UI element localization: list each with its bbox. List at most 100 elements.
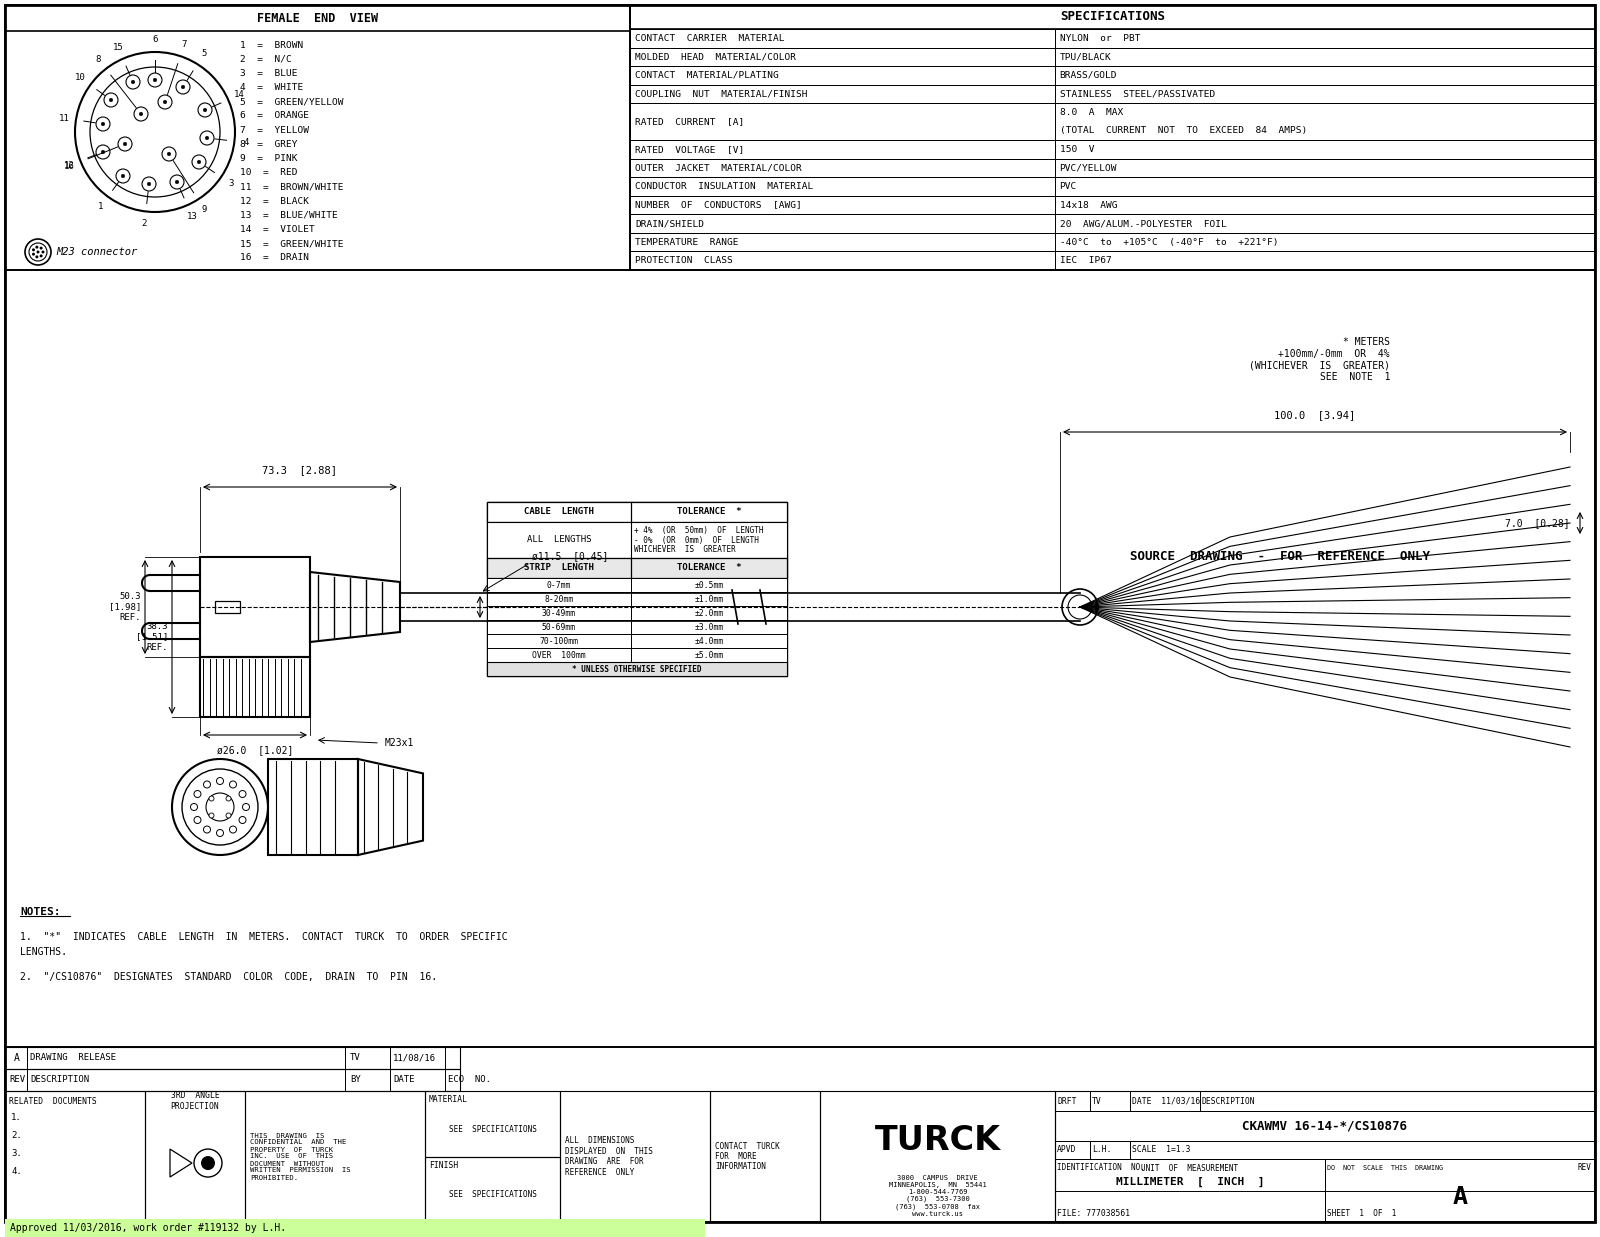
Circle shape xyxy=(37,251,40,254)
Text: A: A xyxy=(1453,1185,1467,1209)
Bar xyxy=(630,195,1595,214)
Text: + 4%  (OR  50mm)  OF  LENGTH: + 4% (OR 50mm) OF LENGTH xyxy=(634,527,763,536)
Circle shape xyxy=(32,252,35,256)
Text: MATERIAL: MATERIAL xyxy=(429,1096,467,1105)
Text: 15: 15 xyxy=(112,43,123,52)
Text: FEMALE  END  VIEW: FEMALE END VIEW xyxy=(258,11,378,25)
Circle shape xyxy=(142,177,157,190)
Text: 1: 1 xyxy=(98,202,104,210)
Bar xyxy=(269,760,358,855)
Circle shape xyxy=(203,826,211,833)
Text: CONTACT  TURCK
FOR  MORE
INFORMATION: CONTACT TURCK FOR MORE INFORMATION xyxy=(715,1142,779,1171)
Bar xyxy=(486,648,787,662)
Text: 14x18  AWG: 14x18 AWG xyxy=(1059,200,1117,209)
Text: OVER  100mm: OVER 100mm xyxy=(533,651,586,659)
Circle shape xyxy=(40,246,43,250)
Circle shape xyxy=(194,816,202,824)
Circle shape xyxy=(173,760,269,855)
Text: NYLON  or  PBT: NYLON or PBT xyxy=(1059,33,1141,43)
Text: -40°C  to  +105°C  (-40°F  to  +221°F): -40°C to +105°C (-40°F to +221°F) xyxy=(1059,238,1278,246)
Text: 12  =  BLACK: 12 = BLACK xyxy=(240,197,309,205)
Text: ±2.0mm: ±2.0mm xyxy=(694,609,723,617)
Text: ECO  NO.: ECO NO. xyxy=(448,1075,491,1085)
Circle shape xyxy=(192,155,206,169)
Text: 8: 8 xyxy=(96,54,101,64)
Circle shape xyxy=(194,790,202,798)
Text: 73.3  [2.88]: 73.3 [2.88] xyxy=(262,465,338,475)
Bar xyxy=(630,84,1595,103)
Circle shape xyxy=(147,182,150,186)
Text: 9  =  PINK: 9 = PINK xyxy=(240,155,298,163)
Text: 9: 9 xyxy=(202,205,206,214)
Text: M23x1: M23x1 xyxy=(386,738,414,748)
Circle shape xyxy=(162,147,176,161)
Text: 70-100mm: 70-100mm xyxy=(539,637,579,646)
Circle shape xyxy=(104,93,118,106)
Bar xyxy=(486,593,787,606)
Text: RATED  CURRENT  [A]: RATED CURRENT [A] xyxy=(635,118,744,126)
Text: FINISH: FINISH xyxy=(429,1162,458,1170)
Text: FILE: 777038561: FILE: 777038561 xyxy=(1058,1209,1130,1217)
Circle shape xyxy=(216,830,224,836)
Bar xyxy=(630,47,1595,66)
Text: 12: 12 xyxy=(64,161,75,169)
Text: 8.0  A  MAX: 8.0 A MAX xyxy=(1059,108,1123,118)
Circle shape xyxy=(229,781,237,788)
Bar xyxy=(486,606,787,620)
Circle shape xyxy=(200,131,214,145)
Circle shape xyxy=(147,73,162,87)
Text: SCALE  1=1.3: SCALE 1=1.3 xyxy=(1133,1145,1190,1154)
Text: RELATED  DOCUMENTS: RELATED DOCUMENTS xyxy=(10,1096,96,1106)
Text: COUPLING  NUT  MATERIAL/FINISH: COUPLING NUT MATERIAL/FINISH xyxy=(635,89,808,99)
Circle shape xyxy=(118,137,131,151)
Circle shape xyxy=(170,174,184,189)
Bar xyxy=(1054,1091,1595,1222)
Bar xyxy=(630,5,1595,28)
Text: PVC/YELLOW: PVC/YELLOW xyxy=(1059,163,1117,172)
Bar xyxy=(5,1047,1595,1222)
Text: 6: 6 xyxy=(152,36,158,45)
Bar xyxy=(486,662,787,675)
Text: BY: BY xyxy=(350,1075,360,1085)
Circle shape xyxy=(115,169,130,183)
Circle shape xyxy=(238,790,246,798)
Bar xyxy=(5,270,1595,1047)
Text: 3000  CAMPUS  DRIVE
MINNEAPOLIS,  MN  55441
1-800-544-7769
(763)  553-7300
(763): 3000 CAMPUS DRIVE MINNEAPOLIS, MN 55441 … xyxy=(888,1175,986,1217)
Text: SOURCE  DRAWING  -  FOR  REFERENCE  ONLY: SOURCE DRAWING - FOR REFERENCE ONLY xyxy=(1130,550,1430,564)
Text: 14: 14 xyxy=(234,90,245,99)
Text: * METERS
+100mm/-0mm  OR  4%
(WHICHEVER  IS  GREATER)
SEE  NOTE  1: * METERS +100mm/-0mm OR 4% (WHICHEVER IS… xyxy=(1250,338,1390,382)
Bar xyxy=(486,558,787,578)
Circle shape xyxy=(238,816,246,824)
Text: STAINLESS  STEEL/PASSIVATED: STAINLESS STEEL/PASSIVATED xyxy=(1059,89,1214,99)
Text: PROTECTION  CLASS: PROTECTION CLASS xyxy=(635,256,733,265)
Bar xyxy=(200,657,310,717)
Bar xyxy=(5,1047,461,1069)
Text: 16  =  DRAIN: 16 = DRAIN xyxy=(240,254,309,262)
Text: * UNLESS OTHERWISE SPECIFIED: * UNLESS OTHERWISE SPECIFIED xyxy=(573,664,702,673)
Bar xyxy=(426,1091,560,1157)
Text: TURCK: TURCK xyxy=(875,1124,1000,1158)
Circle shape xyxy=(122,174,125,178)
Text: 1.  "*"  INDICATES  CABLE  LENGTH  IN  METERS.  CONTACT  TURCK  TO  ORDER  SPECI: 1. "*" INDICATES CABLE LENGTH IN METERS.… xyxy=(19,931,507,943)
Text: TOLERANCE  *: TOLERANCE * xyxy=(677,564,741,573)
Bar xyxy=(630,158,1595,177)
Text: RATED  VOLTAGE  [V]: RATED VOLTAGE [V] xyxy=(635,145,744,153)
Text: DRFT: DRFT xyxy=(1058,1096,1077,1106)
Circle shape xyxy=(176,181,179,184)
Text: MILLIMETER  [  INCH  ]: MILLIMETER [ INCH ] xyxy=(1115,1176,1264,1186)
Text: ±3.0mm: ±3.0mm xyxy=(694,622,723,632)
Bar xyxy=(426,1157,560,1222)
Text: (TOTAL  CURRENT  NOT  TO  EXCEED  84  AMPS): (TOTAL CURRENT NOT TO EXCEED 84 AMPS) xyxy=(1059,126,1307,136)
Text: 3: 3 xyxy=(229,179,234,188)
Text: CABLE  LENGTH: CABLE LENGTH xyxy=(525,507,594,517)
Circle shape xyxy=(166,152,171,156)
Text: CONDUCTOR  INSULATION  MATERIAL: CONDUCTOR INSULATION MATERIAL xyxy=(635,182,813,190)
Circle shape xyxy=(101,150,106,153)
Text: 6  =  ORANGE: 6 = ORANGE xyxy=(240,111,309,120)
Text: 7.0  [0.28]: 7.0 [0.28] xyxy=(1506,518,1570,528)
Circle shape xyxy=(109,98,112,101)
Text: OUTER  JACKET  MATERIAL/COLOR: OUTER JACKET MATERIAL/COLOR xyxy=(635,163,802,172)
Circle shape xyxy=(96,145,110,160)
Bar xyxy=(819,1091,1054,1222)
Text: 4.: 4. xyxy=(11,1166,22,1175)
